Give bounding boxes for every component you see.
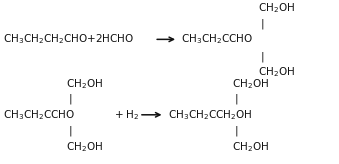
Text: CH$_2$OH: CH$_2$OH (232, 77, 269, 91)
Text: CH$_3$CH$_2$CCHO: CH$_3$CH$_2$CCHO (181, 32, 254, 46)
Text: CH$_2$OH: CH$_2$OH (258, 65, 295, 79)
Text: CH$_3$CH$_2$CH$_2$CHO+2HCHO: CH$_3$CH$_2$CH$_2$CHO+2HCHO (3, 32, 135, 46)
Text: CH$_2$OH: CH$_2$OH (66, 77, 103, 91)
Text: |: | (235, 94, 238, 104)
Text: |: | (261, 19, 264, 29)
Text: CH$_3$CH$_2$CCHO: CH$_3$CH$_2$CCHO (3, 108, 76, 122)
Text: |: | (235, 125, 238, 136)
Text: CH$_2$OH: CH$_2$OH (258, 1, 295, 15)
Text: CH$_3$CH$_2$CCH$_2$OH: CH$_3$CH$_2$CCH$_2$OH (168, 108, 252, 122)
Text: CH$_2$OH: CH$_2$OH (66, 140, 103, 154)
Text: + H$_2$: + H$_2$ (114, 108, 139, 122)
Text: |: | (261, 51, 264, 62)
Text: |: | (69, 125, 72, 136)
Text: CH$_2$OH: CH$_2$OH (232, 140, 269, 154)
Text: |: | (69, 94, 72, 104)
